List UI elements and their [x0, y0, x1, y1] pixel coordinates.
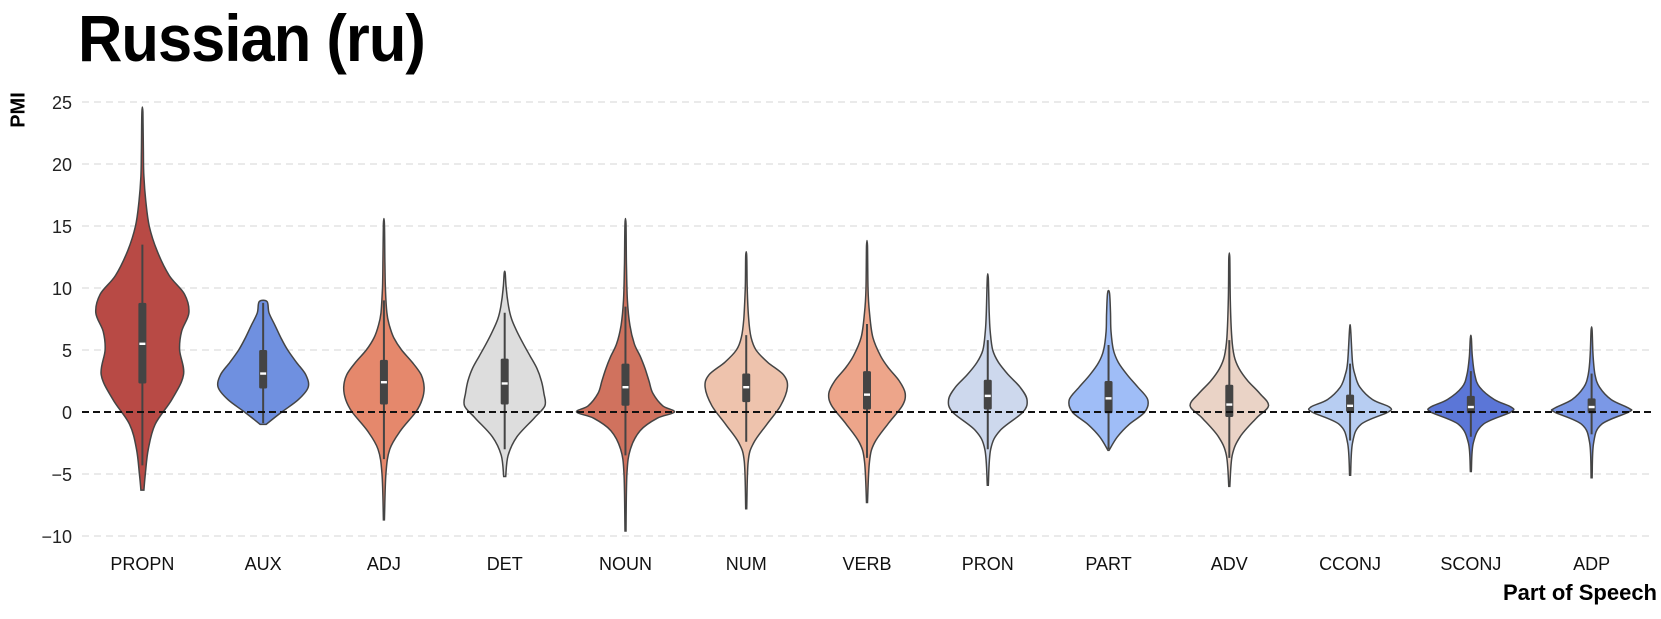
iqr-box-part	[1104, 381, 1113, 414]
x-axis-label: Part of Speech	[1502, 580, 1657, 605]
x-tick-label: NOUN	[599, 554, 652, 574]
iqr-box-cconj	[1346, 394, 1355, 412]
x-tick-label: SCONJ	[1440, 554, 1501, 574]
x-tick-label: ADV	[1211, 554, 1248, 574]
x-tick-label: NUM	[726, 554, 767, 574]
y-tick-label: −5	[51, 465, 72, 485]
x-tick-label: PART	[1085, 554, 1131, 574]
iqr-box-pron	[983, 379, 992, 410]
x-tick-label: DET	[487, 554, 523, 574]
x-tick-label: PROPN	[110, 554, 174, 574]
y-tick-label: −10	[41, 527, 72, 547]
y-tick-label: 20	[52, 155, 72, 175]
y-tick-label: 25	[52, 93, 72, 113]
x-tick-label: VERB	[842, 554, 891, 574]
iqr-box-adv	[1225, 384, 1234, 417]
y-tick-label: 0	[62, 403, 72, 423]
iqr-box-noun	[621, 363, 630, 406]
iqr-box-adp	[1587, 398, 1596, 414]
iqr-box-aux	[259, 350, 268, 389]
x-tick-label: ADP	[1573, 554, 1610, 574]
x-tick-label: PRON	[962, 554, 1014, 574]
iqr-box-verb	[863, 371, 871, 410]
y-tick-label: 5	[62, 341, 72, 361]
y-tick-label: 10	[52, 279, 72, 299]
y-tick-label: 15	[52, 217, 72, 237]
x-tick-label: ADJ	[367, 554, 401, 574]
iqr-box-sconj	[1466, 395, 1475, 414]
chart-title: Russian (ru)	[78, 1, 426, 75]
x-tick-label: CCONJ	[1319, 554, 1381, 574]
x-tick-label: AUX	[245, 554, 282, 574]
iqr-box-det	[500, 358, 509, 405]
